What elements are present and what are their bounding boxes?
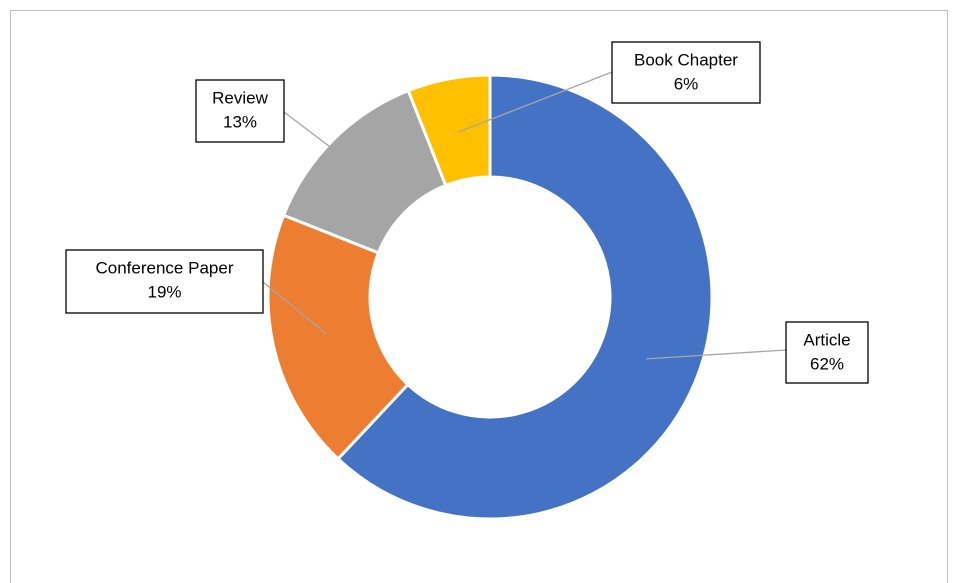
label-box — [195, 79, 285, 143]
leader-line — [646, 349, 787, 360]
category-label: Conference Paper — [96, 258, 234, 277]
donut-slice — [406, 73, 492, 188]
label-box — [611, 41, 761, 104]
value-label: 6% — [674, 74, 699, 93]
category-label: Review — [212, 88, 268, 107]
donut-slice — [335, 73, 714, 521]
leader-line — [283, 111, 372, 179]
label-box — [785, 321, 869, 384]
value-label: 19% — [147, 282, 181, 301]
donut-slice — [266, 213, 410, 461]
value-label: 62% — [810, 354, 844, 373]
category-label: Article — [803, 330, 850, 349]
leader-line — [458, 71, 613, 133]
value-label: 13% — [223, 112, 257, 131]
label-box — [65, 249, 264, 314]
category-label: Book Chapter — [634, 50, 738, 69]
leader-line — [262, 281, 327, 335]
